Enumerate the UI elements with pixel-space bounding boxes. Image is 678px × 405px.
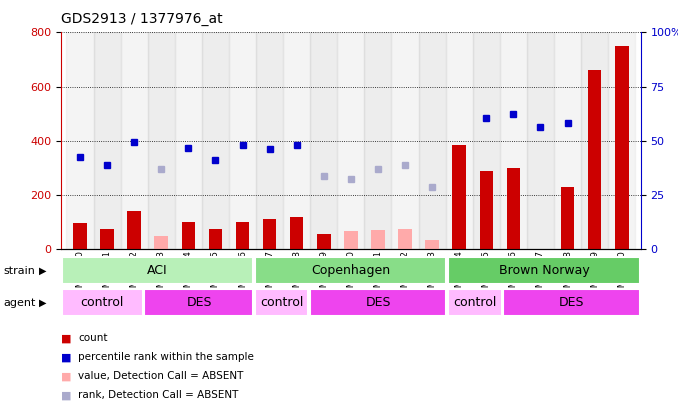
Text: control: control xyxy=(81,296,124,309)
Text: ACI: ACI xyxy=(147,264,168,277)
Text: ■: ■ xyxy=(61,333,71,343)
Bar xyxy=(588,70,601,249)
Bar xyxy=(73,223,87,249)
Bar xyxy=(229,32,256,249)
Bar xyxy=(144,289,253,316)
Text: count: count xyxy=(78,333,108,343)
Text: ■: ■ xyxy=(61,352,71,362)
Bar xyxy=(364,32,391,249)
Bar xyxy=(62,257,253,284)
Text: control: control xyxy=(260,296,304,309)
Text: ■: ■ xyxy=(61,390,71,400)
Bar xyxy=(255,257,446,284)
Bar xyxy=(263,219,277,249)
Bar xyxy=(452,145,466,249)
Bar xyxy=(615,46,629,249)
Text: Copenhagen: Copenhagen xyxy=(311,264,391,277)
Bar xyxy=(121,32,148,249)
Bar xyxy=(344,232,357,249)
Bar xyxy=(554,32,581,249)
Bar xyxy=(256,32,283,249)
Text: DES: DES xyxy=(365,296,391,309)
Bar xyxy=(448,257,639,284)
Bar xyxy=(202,32,229,249)
Bar xyxy=(311,32,338,249)
Text: agent: agent xyxy=(3,298,36,308)
Bar xyxy=(398,229,412,249)
Bar xyxy=(182,222,195,249)
Bar xyxy=(500,32,527,249)
Bar xyxy=(527,32,554,249)
Text: percentile rank within the sample: percentile rank within the sample xyxy=(78,352,254,362)
Text: GDS2913 / 1377976_at: GDS2913 / 1377976_at xyxy=(61,12,222,26)
Bar xyxy=(94,32,121,249)
Bar xyxy=(255,289,308,316)
Bar xyxy=(100,229,114,249)
Text: value, Detection Call = ABSENT: value, Detection Call = ABSENT xyxy=(78,371,243,381)
Bar xyxy=(608,32,635,249)
Bar xyxy=(236,222,250,249)
Text: Brown Norway: Brown Norway xyxy=(499,264,589,277)
Bar xyxy=(175,32,202,249)
Text: DES: DES xyxy=(186,296,212,309)
Bar xyxy=(317,234,331,249)
Bar xyxy=(127,211,141,249)
Text: strain: strain xyxy=(3,266,35,275)
Bar xyxy=(338,32,364,249)
Text: rank, Detection Call = ABSENT: rank, Detection Call = ABSENT xyxy=(78,390,239,400)
Bar xyxy=(473,32,500,249)
Bar xyxy=(391,32,418,249)
Bar xyxy=(62,289,142,316)
Bar xyxy=(503,289,639,316)
Bar xyxy=(479,171,493,249)
Bar xyxy=(425,240,439,249)
Bar xyxy=(290,217,304,249)
Bar xyxy=(448,289,502,316)
Bar xyxy=(66,32,94,249)
Bar xyxy=(209,229,222,249)
Text: ▶: ▶ xyxy=(39,298,47,308)
Bar xyxy=(581,32,608,249)
Bar xyxy=(445,32,473,249)
Bar xyxy=(561,187,574,249)
Bar xyxy=(506,168,520,249)
Bar xyxy=(371,230,384,249)
Bar xyxy=(155,236,168,249)
Bar xyxy=(148,32,175,249)
Bar xyxy=(283,32,311,249)
Bar xyxy=(310,289,446,316)
Text: DES: DES xyxy=(559,296,584,309)
Text: ▶: ▶ xyxy=(39,266,47,275)
Text: control: control xyxy=(454,296,497,309)
Bar xyxy=(418,32,445,249)
Text: ■: ■ xyxy=(61,371,71,381)
